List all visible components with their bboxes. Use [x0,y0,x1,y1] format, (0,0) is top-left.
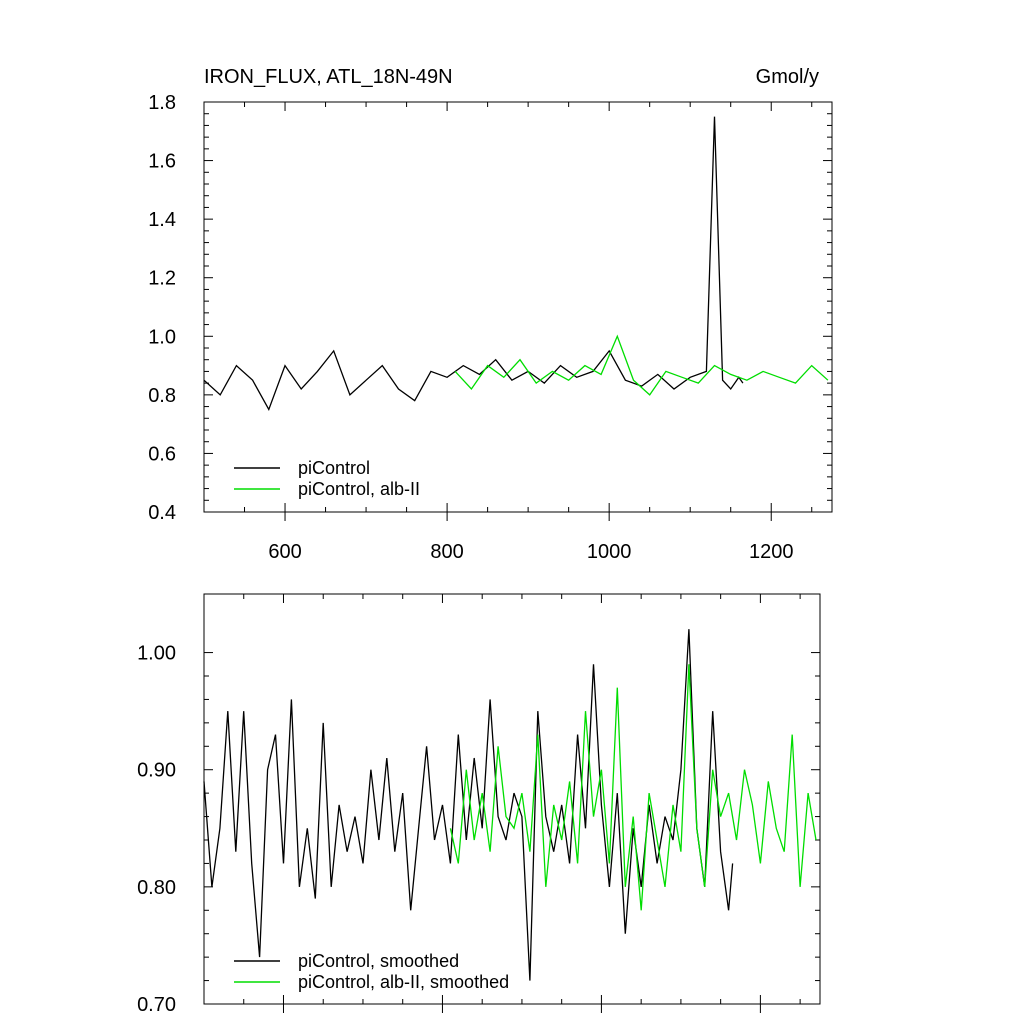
top-legend: piControl piControl, alb-II [234,458,420,499]
bottom-legend-label-smoothed: piControl, smoothed [298,951,459,971]
bottom-y-ticks: 0.70 0.80 0.90 1.00 [137,643,820,1016]
y-tick-label: 0.90 [137,760,176,782]
x-tick-label: 800 [430,541,463,563]
top-plot-frame [203,101,833,513]
x-tick-label: 1000 [587,541,632,563]
series-line [449,664,817,911]
bottom-legend: piControl, smoothed piControl, alb-II, s… [234,951,509,992]
bottom-plot-frame [203,593,821,1005]
y-tick-label: 1.4 [148,209,176,231]
y-tick-label: 0.6 [148,443,176,465]
y-tick-label: 0.4 [148,502,176,524]
top-chart-units: Gmol/y [756,66,819,88]
y-tick-label: 0.8 [148,385,176,407]
top-legend-label-alb-II: piControl, alb-II [298,479,420,499]
x-tick-label: 1200 [749,541,794,563]
y-tick-label: 0.80 [137,877,176,899]
y-tick-label: 1.2 [148,268,176,290]
top-legend-label-piControl: piControl [298,458,370,478]
series-line [203,116,744,412]
bottom-x-ticks [203,594,801,1013]
y-tick-label: 0.70 [137,994,176,1016]
bottom-legend-label-alb-II-smoothed: piControl, alb-II, smoothed [298,972,509,992]
x-tick-label: 600 [268,541,301,563]
series-line [454,334,829,396]
top-y-ticks: 0.4 0.6 0.8 1.0 1.2 1.4 1.6 1.8 [148,92,832,524]
top-chart-title: IRON_FLUX, ATL_18N-49N [204,66,453,88]
top-panel: IRON_FLUX, ATL_18N-49N Gmol/y 600 800 1000… [148,66,833,563]
y-tick-label: 1.8 [148,92,176,114]
top-series [203,116,829,412]
bottom-series [203,629,817,981]
top-x-ticks: 600 800 1000 1200 [203,102,813,563]
y-tick-label: 1.0 [148,326,176,348]
y-tick-label: 1.6 [148,151,176,173]
bottom-panel: 0.70 0.80 0.90 1.00 piControl, smoothed piC… [137,593,821,1016]
y-tick-label: 1.00 [137,643,176,665]
series-line [203,629,734,981]
